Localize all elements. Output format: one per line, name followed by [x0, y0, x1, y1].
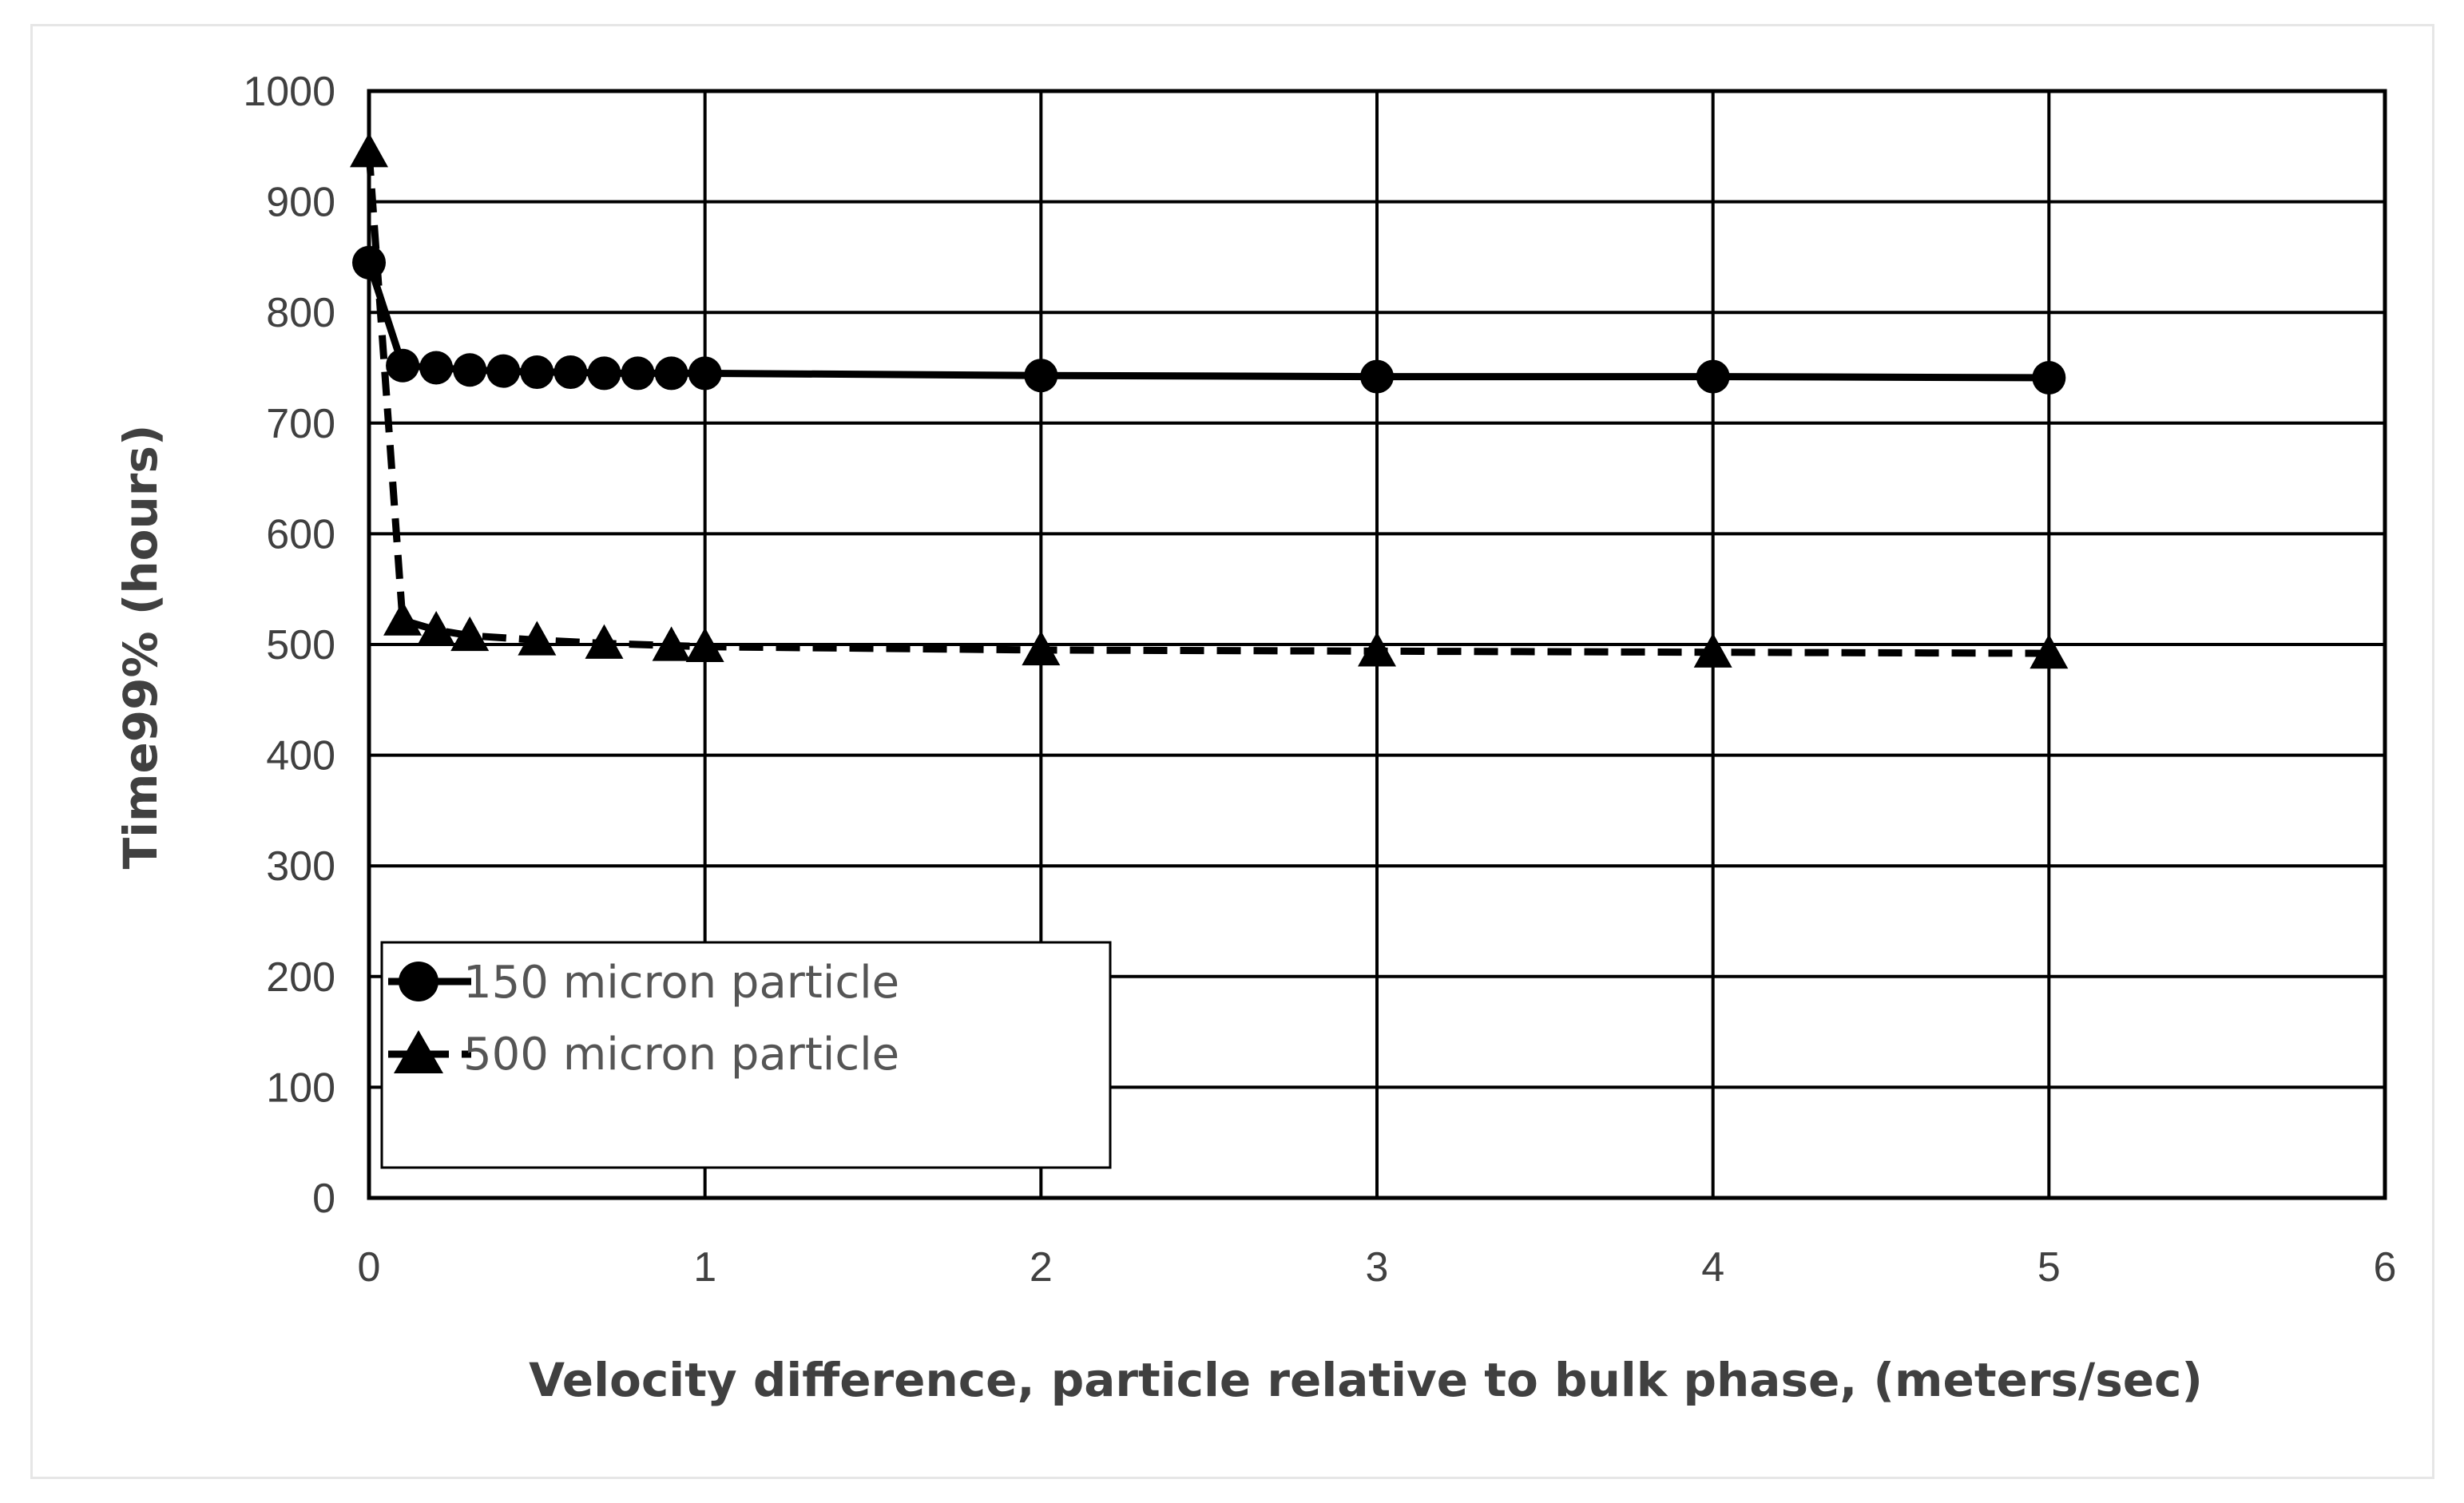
series-0-point-14 — [2032, 360, 2066, 395]
series-0-point-8 — [621, 356, 655, 391]
x-tick-label-6: 6 — [2374, 1244, 2397, 1291]
y-tick-label-200: 200 — [266, 954, 335, 1001]
y-tick-label-800: 800 — [266, 290, 335, 336]
x-tick-label-0: 0 — [358, 1244, 381, 1291]
y-tick-label-1000: 1000 — [243, 69, 335, 115]
x-tick-label-5: 5 — [2037, 1244, 2061, 1291]
series-1-point-4 — [518, 621, 557, 656]
series-1-point-6 — [652, 626, 691, 661]
legend-marker-500-triangle-icon — [394, 1030, 443, 1073]
series-0-point-9 — [654, 356, 688, 391]
x-tick-label-1: 1 — [693, 1244, 716, 1291]
series-0-point-13 — [1696, 359, 1730, 394]
series-1-line — [365, 151, 2049, 657]
y-tick-label-900: 900 — [266, 180, 335, 226]
x-axis-title: Velocity difference, particle relative t… — [529, 1353, 2203, 1407]
series-0-point-1 — [386, 348, 420, 383]
y-tick-label-400: 400 — [266, 733, 335, 779]
series-1-point-0 — [350, 133, 388, 168]
y-tick-label-500: 500 — [266, 622, 335, 668]
series-0-point-11 — [1024, 359, 1058, 393]
y-axis-title: Time99% (hours) — [113, 425, 168, 870]
series-1-point-11 — [2030, 634, 2069, 669]
legend-marker-150-circle-icon — [399, 962, 438, 1001]
legend-box — [380, 941, 1112, 1169]
series-0-point-5 — [520, 355, 554, 390]
series-1-point-2 — [417, 610, 456, 646]
series-0-line — [365, 261, 2049, 382]
y-tick-label-300: 300 — [266, 843, 335, 890]
legend-label-500: 500 micron particle — [463, 1029, 899, 1081]
legend-label-150: 150 micron particle — [463, 957, 899, 1009]
series-0-point-12 — [1360, 359, 1394, 394]
series-layer — [350, 133, 2069, 669]
series-0-point-2 — [419, 351, 454, 385]
tick-labels: 0 100 200 300 400 500 600 700 800 900 1000 0 1 2 3 4 5 6 — [243, 69, 2396, 1291]
series-1-point-7 — [685, 627, 724, 662]
series-0-point-3 — [453, 353, 487, 387]
series-1-point-8 — [1022, 630, 1061, 666]
plot-area-border — [367, 89, 2387, 1200]
series-1-point-5 — [585, 624, 624, 659]
series-1-point-10 — [1693, 633, 1732, 668]
x-tick-label-2: 2 — [1030, 1244, 1053, 1291]
series-1-point-9 — [1358, 632, 1396, 667]
y-tick-label-0: 0 — [312, 1176, 335, 1222]
series-0-point-4 — [486, 354, 521, 388]
y-tick-label-600: 600 — [266, 511, 335, 557]
series-1-point-1 — [383, 601, 423, 636]
series-1-point-3 — [450, 616, 490, 652]
x-tick-label-4: 4 — [1701, 1244, 1724, 1291]
y-tick-label-100: 100 — [266, 1065, 335, 1111]
chart-frame — [30, 24, 2434, 1479]
legend: 150 micron particle 500 micron particle — [380, 941, 1112, 1169]
x-tick-label-3: 3 — [1366, 1244, 1389, 1291]
y-tick-label-700: 700 — [266, 401, 335, 447]
series-0-point-10 — [688, 356, 722, 391]
series-0-point-7 — [587, 356, 621, 391]
series-0-point-6 — [554, 355, 588, 390]
